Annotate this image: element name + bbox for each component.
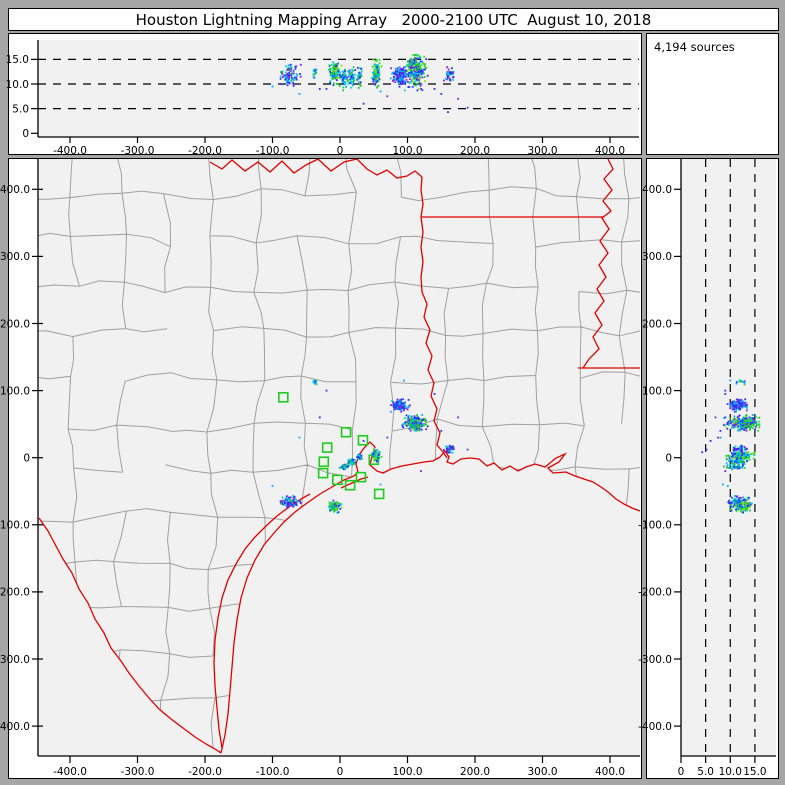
sources-count-label: 4,194 sources xyxy=(654,40,735,54)
page-title: Houston Lightning Mapping Array 2000-210… xyxy=(135,10,652,29)
title-bar: Houston Lightning Mapping Array 2000-210… xyxy=(8,8,779,31)
sources-count-panel: 4,194 sources xyxy=(646,33,779,155)
altitude-vs-eastwest-panel xyxy=(8,33,642,155)
northsouth-vs-altitude-panel xyxy=(646,158,779,779)
plan-view-map-panel xyxy=(8,158,642,779)
